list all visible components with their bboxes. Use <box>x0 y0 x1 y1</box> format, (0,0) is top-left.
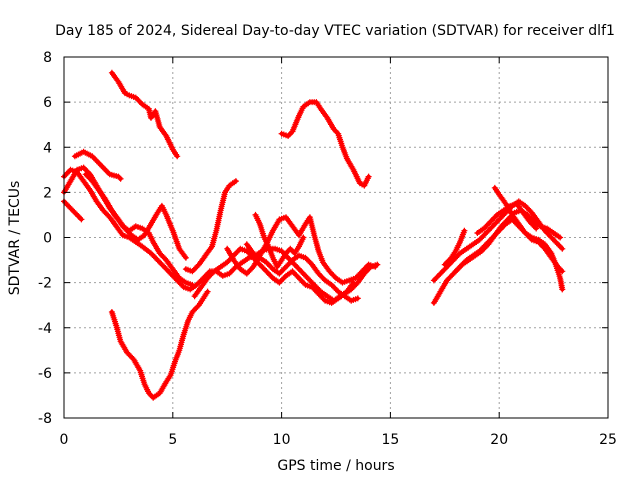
y-tick-label: 2 <box>43 185 52 201</box>
series-arc-2 <box>278 99 372 189</box>
series-markers <box>61 198 85 223</box>
series-arc-1 <box>108 69 181 160</box>
series-markers <box>452 207 564 275</box>
series-arc-8 <box>108 288 211 401</box>
series-arc-14 <box>430 198 566 284</box>
x-tick-label: 0 <box>60 432 69 448</box>
series-markers <box>243 241 361 304</box>
series-arc-13 <box>252 211 307 270</box>
series-arc-19 <box>474 200 540 236</box>
series-markers <box>108 288 211 401</box>
grid-lines <box>64 57 608 418</box>
axis-ticks: 0 5 10 15 20 25 -8 -6 -4 -2 0 2 4 6 8 <box>38 50 617 448</box>
chart-title: Day 185 of 2024, Sidereal Day-to-day VTE… <box>55 23 615 39</box>
data-series <box>61 69 566 401</box>
series-markers <box>61 164 196 288</box>
series-arc-9 <box>182 178 239 275</box>
series-markers <box>441 227 468 268</box>
x-tick-label: 15 <box>381 432 399 448</box>
y-tick-label: -8 <box>38 411 52 427</box>
series-arc-17 <box>452 207 564 275</box>
y-tick-label: 0 <box>43 231 52 247</box>
y-axis-label: SDTVAR / TECUs <box>7 181 23 296</box>
series-markers <box>182 178 239 275</box>
x-tick-label: 20 <box>490 432 508 448</box>
y-tick-label: 8 <box>43 50 52 66</box>
series-arc-7 <box>82 171 189 261</box>
series-markers <box>108 69 181 160</box>
y-tick-label: -6 <box>38 366 52 382</box>
series-markers <box>82 171 189 261</box>
series-markers <box>430 198 566 284</box>
series-line <box>83 172 188 260</box>
y-tick-label: 4 <box>43 140 52 156</box>
series-markers <box>278 99 372 189</box>
series-arc-5 <box>61 198 85 223</box>
series-markers <box>474 200 540 236</box>
series-arc-11 <box>224 214 379 286</box>
y-tick-label: -4 <box>38 321 52 337</box>
series-markers <box>252 211 307 270</box>
series-arc-16 <box>441 227 468 268</box>
series-line <box>62 199 84 222</box>
series-markers <box>224 214 379 286</box>
x-tick-label: 10 <box>273 432 291 448</box>
series-line <box>109 289 210 400</box>
series-arc-3 <box>61 164 196 288</box>
series-arc-6 <box>71 148 124 182</box>
x-axis-label: GPS time / hours <box>277 458 394 474</box>
x-tick-label: 25 <box>599 432 617 448</box>
y-tick-label: -2 <box>38 276 52 292</box>
series-markers <box>71 148 124 182</box>
series-arc-12 <box>243 241 361 304</box>
y-tick-label: 6 <box>43 95 52 111</box>
x-tick-label: 5 <box>168 432 177 448</box>
